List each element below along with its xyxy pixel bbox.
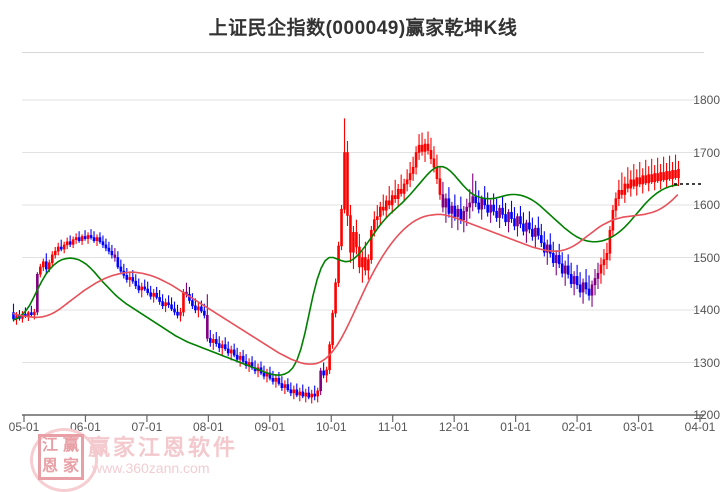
price-marker-line: [674, 183, 704, 185]
y-axis-tick-label: 1500: [693, 250, 720, 265]
x-axis-tick-label: 02-01: [561, 420, 593, 434]
y-axis-tick-label: 1800: [693, 93, 720, 107]
moving-average-lines: [12, 165, 679, 376]
x-axis-tick-label: 12-01: [438, 420, 470, 434]
x-axis-tick-label: 01-01: [500, 420, 531, 434]
x-axis-tick-label: 08-01: [193, 420, 224, 434]
svg-text:恩: 恩: [42, 457, 58, 475]
y-axis-tick-label: 1700: [693, 145, 720, 160]
x-axis-tick-label: 03-01: [623, 420, 654, 434]
watermark-url: www.360zann.com: [92, 460, 210, 476]
x-axis-tick-label: 07-01: [131, 420, 163, 434]
header-divider: [22, 52, 704, 53]
x-axis-tick-label: 06-01: [70, 420, 101, 434]
x-axis-tick-label: 04-01: [684, 420, 716, 434]
x-axis-tick-label: 05-01: [8, 420, 40, 434]
y-axis-tick-label: 1600: [693, 198, 720, 212]
y-axis-tick-label: 1200: [693, 408, 720, 422]
candlestick-series: [12, 118, 680, 404]
stock-chart-page: 上证民企指数(000049)赢家乾坤K线 1800 1700 1600 1500 140…: [0, 17, 726, 492]
x-axis-tick-label: 11-01: [377, 420, 408, 434]
y-axis-tick-label: 1300: [693, 355, 720, 370]
y-axis-tick-label: 1400: [693, 303, 720, 317]
x-axis-tick-label: 09-01: [254, 420, 286, 434]
chart-plot-area: 1800 1700 1600 1500 1400 1300 1200 05-01 06-01 0…: [0, 52, 726, 492]
page-title: 上证民企指数(000049)赢家乾坤K线: [208, 17, 518, 39]
svg-text:家: 家: [63, 456, 80, 475]
x-axis-tick-label: 10-01: [315, 420, 347, 434]
